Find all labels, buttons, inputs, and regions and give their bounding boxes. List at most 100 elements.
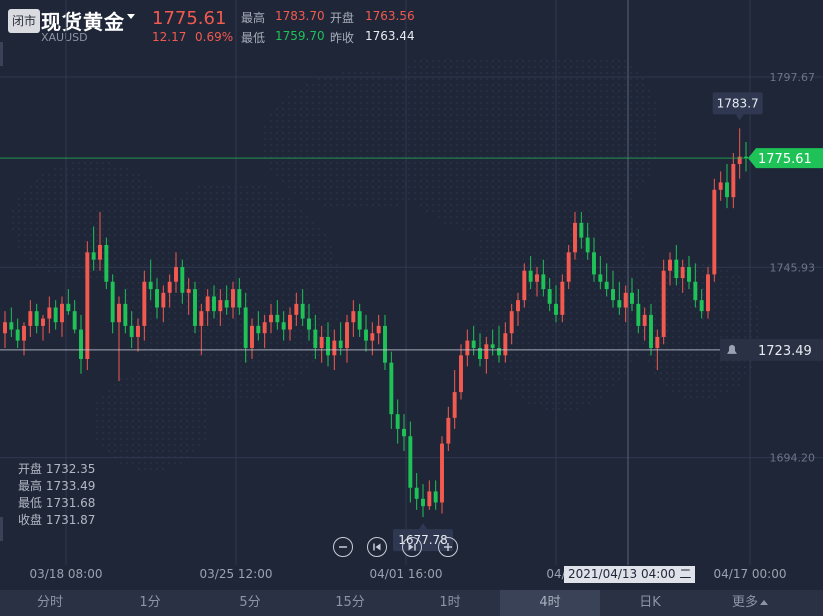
candle-body (642, 314, 647, 326)
candle-body (364, 329, 368, 341)
candle-body (313, 329, 318, 348)
candle-body (370, 333, 375, 341)
skip-back-icon (373, 543, 381, 551)
candle-body (585, 237, 590, 253)
candle-body (636, 303, 641, 326)
candle-body (408, 436, 413, 488)
high-value: 1783.70 (275, 9, 325, 23)
candle-body (617, 300, 622, 308)
open-value: 1763.56 (365, 9, 415, 23)
zoom-out-button[interactable] (333, 537, 353, 557)
period-bar: 分时 1分 5分 15分 1时 4时 日K 更多 (0, 590, 823, 616)
minus-icon (339, 546, 347, 548)
candle-body (41, 318, 45, 326)
alert-price-tag (720, 338, 823, 361)
period-tab-day[interactable]: 日K (639, 595, 661, 610)
ohlc-low: 最低 1731.68 (18, 496, 96, 510)
candle-body (161, 292, 166, 308)
candle-body (300, 303, 305, 319)
candle-body (541, 274, 546, 290)
candle-body (104, 244, 109, 282)
candle-body (421, 498, 425, 507)
candle-body (199, 311, 204, 326)
period-tab-5m[interactable]: 5分 (239, 595, 261, 610)
y-tick-label: 1694.20 (770, 452, 816, 465)
candle-body (117, 303, 121, 323)
candle-body (718, 182, 723, 190)
candle-body (193, 289, 197, 326)
candle-body (522, 270, 527, 301)
candle-body (262, 322, 267, 334)
candle-body (528, 270, 533, 282)
period-tab-1h[interactable]: 1时 (439, 595, 461, 610)
x-tick-label: 03/18 08:00 (30, 567, 103, 581)
candle-body (566, 252, 571, 282)
candle-body (484, 344, 489, 359)
candle-body (155, 289, 159, 308)
plus-icon (444, 543, 452, 551)
candle-body (326, 336, 330, 356)
period-tab-more[interactable]: 更多 (700, 590, 800, 616)
period-tab-4h[interactable]: 4时 (500, 590, 600, 616)
symbol-dropdown-icon[interactable] (127, 14, 135, 19)
candle-body (231, 289, 235, 308)
max-price-callout (712, 92, 763, 115)
candle-body (98, 244, 102, 260)
candle-body (110, 281, 115, 323)
quote-header: 闭市 现货黄金 XAUUSD 1775.61 12.17 0.69% 最高 17… (0, 0, 823, 50)
zoom-in-button[interactable] (438, 537, 458, 557)
candle-body (433, 491, 438, 503)
candle-body (680, 267, 685, 279)
candle-body (699, 300, 704, 312)
candle-body (338, 340, 343, 348)
period-tab-tick[interactable]: 分时 (36, 595, 63, 610)
max-price-callout-pointer (735, 114, 744, 121)
candle-body (205, 296, 210, 312)
candle-body (256, 325, 261, 334)
symbol-name[interactable]: 现货黄金 (41, 10, 125, 34)
candle-body (611, 289, 615, 301)
period-tab-15m[interactable]: 15分 (335, 595, 365, 610)
jump-start-button[interactable] (367, 537, 387, 557)
candlestick-chart[interactable]: 1797.67 1745.93 1694.20 03/18 08:00 03/25 12… (0, 0, 823, 590)
candle-body (136, 325, 140, 337)
candle-body (167, 281, 172, 293)
candle-body (497, 347, 501, 356)
candle-body (243, 307, 248, 348)
jump-end-button[interactable] (402, 537, 422, 557)
candle-body (560, 281, 565, 315)
more-label: 更多 (731, 595, 758, 610)
candle-body (712, 189, 717, 275)
candle-body (66, 303, 71, 312)
left-edge-tab-lower[interactable] (0, 517, 3, 541)
candle-body (535, 274, 539, 282)
x-tick-label: 03/25 12:00 (200, 567, 273, 581)
caret-up-icon (760, 600, 768, 605)
candle-body (53, 307, 58, 323)
candle-body (731, 164, 736, 198)
candle-body (598, 274, 603, 282)
candle-body (509, 311, 514, 334)
candle-body (129, 325, 134, 337)
candle-body (402, 428, 406, 437)
candle-body (72, 311, 77, 330)
candle-body (693, 281, 698, 301)
candle-body (389, 362, 394, 415)
candle-body (281, 322, 286, 330)
candle-body (547, 289, 552, 304)
candle-body (668, 259, 672, 271)
crosshair-date-label: 2021/04/13 04:00 二 (564, 566, 696, 583)
candle-body (471, 340, 476, 348)
candle-body (351, 311, 356, 323)
candle-body (573, 222, 577, 253)
candle-body (9, 322, 14, 330)
left-edge-tab[interactable] (0, 42, 3, 66)
candle-body (706, 274, 710, 312)
candle-body (465, 340, 470, 356)
period-tab-1m[interactable]: 1分 (139, 595, 161, 610)
price-change-percent: 0.69% (195, 30, 234, 44)
candle-body (288, 314, 292, 330)
x-tick-label: 04/17 00:00 (714, 567, 787, 581)
candle-body (3, 322, 7, 334)
candle-body (332, 340, 337, 356)
